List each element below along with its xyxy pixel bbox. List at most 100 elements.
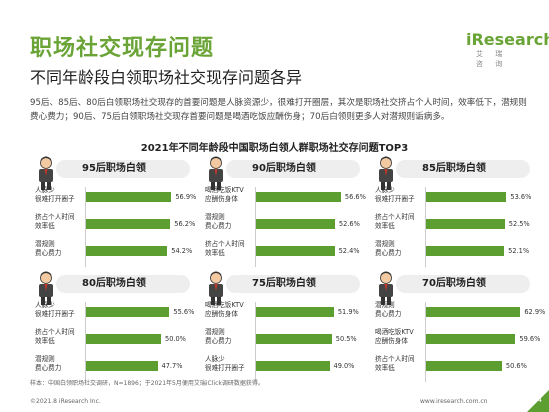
panel-title: 70后职场白领 <box>396 275 530 293</box>
chart-panel: 95后职场白领人脉少 很难打开圈子 56.9% 挤占个人时间 效率低 56.2% 潜规则 费心… <box>30 155 196 267</box>
data-label: 55.6% <box>173 308 195 316</box>
bar-row: 挤占个人时间 效率低 56.2% <box>30 212 196 238</box>
bar-row: 喝酒吃饭KTV 应酬伤身体 59.6% <box>370 327 540 353</box>
data-label: 52.6% <box>338 220 360 228</box>
panel-title: 80后职场白领 <box>56 275 190 293</box>
copyright: ©2021.8 iResearch Inc. <box>30 398 101 405</box>
bar-row: 喝酒吃饭KTV 应酬伤身体 51.9% <box>200 300 362 326</box>
data-label: 54.2% <box>171 247 193 255</box>
bar <box>426 361 502 371</box>
chart-panel: 75后职场白领喝酒吃饭KTV 应酬伤身体 51.9% 潜规则 费心费力 50.5% 人脉少很… <box>200 270 362 382</box>
bar <box>256 219 335 229</box>
chart-panel: 70后职场白领 潜规则 费心费力 62.9% 喝酒吃饭KTV 应酬伤身体 59.6% 挤占个人… <box>370 270 545 382</box>
person-icon <box>200 155 232 191</box>
bar <box>256 307 334 317</box>
category-label: 挤占个人时间 效率低 <box>375 213 415 230</box>
bar <box>426 246 505 256</box>
axis-line <box>85 187 86 267</box>
bar-row: 喝酒吃饭KTV 应酬伤身体 56.6% <box>200 185 366 211</box>
data-label: 51.9% <box>337 308 359 316</box>
logo-text: iResearch <box>466 30 549 49</box>
person-icon <box>200 270 232 306</box>
bar-row: 挤占个人时间 效率低 52.5% <box>370 212 532 238</box>
category-label: 挤占个人时间 效率低 <box>375 355 415 372</box>
bar <box>86 307 170 317</box>
bar <box>256 246 335 256</box>
page-number: 24 <box>533 396 542 404</box>
bar-row: 潜规则 费心费力 52.6% <box>200 212 362 238</box>
chart-panel: 85后职场白领人脉少 很难打开圈子 53.6% 挤占个人时间 效率低 52.5% 潜规则 费心… <box>370 155 532 267</box>
footer-url: www.iresearch.com.cn <box>420 398 488 405</box>
bar <box>86 246 168 256</box>
bar-row: 人脉少 很难打开圈子 53.6% <box>370 185 532 211</box>
data-label: 50.5% <box>335 335 357 343</box>
data-label: 52.5% <box>508 220 530 228</box>
bar <box>426 219 505 229</box>
bar <box>426 192 507 202</box>
category-label: 喝酒吃饭KTV 应酬伤身体 <box>205 186 244 203</box>
bar <box>426 307 521 317</box>
footnote: 样本：中国白领职场社交调研，N=1896；于2021年5月便用艾瑞iClick调… <box>30 380 264 387</box>
category-label: 人脉少 很难打开圈子 <box>35 301 75 318</box>
logo-subtext: 艾 瑞 咨 询 <box>476 50 508 68</box>
category-label: 挤占个人时间 效率低 <box>35 213 75 230</box>
chart-panel: 80后职场白领人脉少 很难打开圈子 55.6% 挤占个人时间 效率低 50.0% 潜规则 费心… <box>30 270 195 382</box>
bar <box>86 334 161 344</box>
category-label: 人脉少 很难打开圈子 <box>35 186 75 203</box>
bar-row: 挤占个人时间 效率低 50.6% <box>370 354 532 380</box>
axis-line <box>255 187 256 267</box>
bar-row: 挤占个人时间 效率低 52.4% <box>200 239 362 265</box>
bar <box>256 361 330 371</box>
person-icon <box>30 155 62 191</box>
data-label: 56.9% <box>175 193 197 201</box>
brand-logo: iResearch 艾 瑞 咨 询 <box>466 30 549 69</box>
axis-line <box>425 302 426 382</box>
page-title: 职场社交现存问题 <box>30 36 215 61</box>
category-label: 潜规则 费心费力 <box>375 301 402 318</box>
bar-row: 人脉少 很难打开圈子 56.9% <box>30 185 196 211</box>
bar <box>256 334 332 344</box>
bar-row: 潜规则 费心费力 62.9% <box>370 300 545 326</box>
bar-row: 潜规则 费心费力 47.7% <box>30 354 192 380</box>
data-label: 62.9% <box>524 308 546 316</box>
chart-title: 2021年不同年龄段中国职场白领人群职场社交存问题TOP3 <box>140 143 409 154</box>
panel-title: 75后职场白领 <box>226 275 360 293</box>
data-label: 49.0% <box>333 362 355 370</box>
category-label: 人脉少 很难打开圈子 <box>205 355 245 372</box>
data-label: 56.2% <box>174 220 196 228</box>
bar <box>86 219 171 229</box>
category-label: 潜规则 费心费力 <box>205 328 232 345</box>
chart-panel: 90后职场白领喝酒吃饭KTV 应酬伤身体 56.6% 潜规则 费心费力 52.6% 挤占个人… <box>200 155 366 267</box>
page-subtitle: 不同年龄段白领职场社交现存问题各异 <box>30 68 303 87</box>
axis-line <box>255 302 256 382</box>
data-label: 52.1% <box>508 247 530 255</box>
data-label: 50.0% <box>165 335 186 343</box>
bar-row: 潜规则 费心费力 50.5% <box>200 327 362 353</box>
bar <box>86 361 158 371</box>
bar-row: 潜规则 费心费力 54.2% <box>30 239 192 265</box>
category-label: 潜规则 费心费力 <box>375 240 402 257</box>
panel-title: 85后职场白领 <box>396 160 530 178</box>
category-label: 挤占个人时间 效率低 <box>205 240 245 257</box>
category-label: 挤占个人时间 效率低 <box>35 328 75 345</box>
bar <box>256 192 341 202</box>
category-label: 潜规则 费心费力 <box>205 213 232 230</box>
axis-line <box>85 302 86 382</box>
person-icon <box>30 270 62 306</box>
bar <box>86 192 172 202</box>
panel-title: 95后职场白领 <box>56 160 190 178</box>
data-label: 59.6% <box>519 335 541 343</box>
person-icon <box>370 155 402 191</box>
person-icon <box>370 270 402 306</box>
corner-decoration <box>527 390 549 412</box>
bar-row: 人脉少 很难打开圈子 55.6% <box>30 300 195 326</box>
bar-row: 人脉少 很难打开圈子 49.0% <box>200 354 362 380</box>
category-label: 潜规则 费心费力 <box>35 355 62 372</box>
data-label: 53.6% <box>510 193 532 201</box>
category-label: 人脉少 很难打开圈子 <box>375 186 415 203</box>
description-text: 95后、85后、80后白领职场社交现存的首要问题是人脉资源少，很难打开圈层，其次… <box>30 98 527 122</box>
panel-title: 90后职场白领 <box>226 160 360 178</box>
bar-row: 潜规则 费心费力 52.1% <box>370 239 532 265</box>
category-label: 潜规则 费心费力 <box>35 240 62 257</box>
data-label: 56.6% <box>344 193 366 201</box>
